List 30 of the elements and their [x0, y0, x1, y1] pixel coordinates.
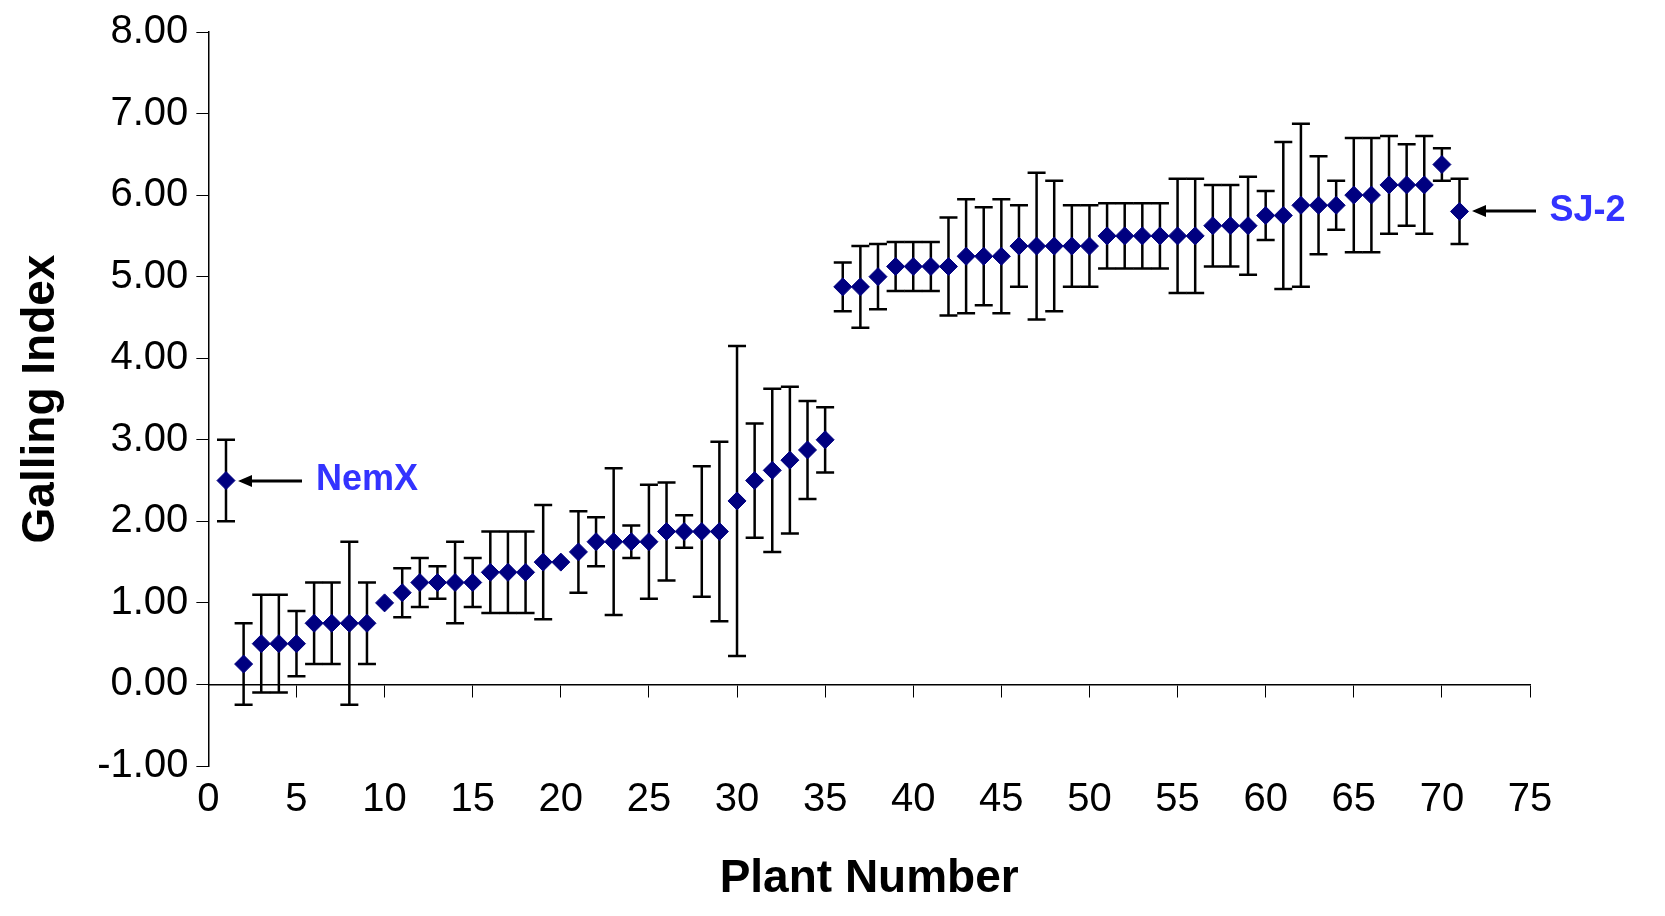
annotation: NemX	[315, 457, 419, 499]
y-tick-label: 7.00	[110, 88, 189, 133]
x-tick-label: 10	[362, 775, 407, 820]
x-tick-label: 55	[1155, 775, 1200, 820]
annotation: SJ-2	[1549, 188, 1626, 230]
y-tick-label: 5.00	[110, 251, 189, 296]
y-axis-title: Galling Index	[12, 254, 65, 544]
y-tick-label: 1.00	[110, 577, 189, 622]
y-tick-label: 4.00	[110, 333, 189, 378]
y-tick-label: 8.00	[110, 7, 189, 52]
y-tick-label: 2.00	[110, 496, 189, 541]
y-tick-label: 3.00	[110, 414, 189, 459]
x-tick-label: 60	[1243, 775, 1288, 820]
x-tick-label: 20	[538, 775, 584, 820]
x-tick-label: 65	[1331, 775, 1377, 820]
y-tick-label: 0.00	[110, 659, 189, 704]
x-tick-label: 75	[1507, 775, 1553, 820]
x-tick-label: 40	[890, 775, 936, 820]
x-tick-label: 5	[285, 775, 308, 820]
y-tick-label: -1.00	[97, 741, 189, 786]
x-tick-label: 15	[450, 775, 495, 820]
y-tick-label: 6.00	[110, 170, 189, 215]
x-tick-label: 50	[1067, 775, 1112, 820]
x-tick-label: 30	[714, 775, 760, 820]
x-tick-label: 45	[979, 775, 1024, 820]
x-tick-label: 70	[1419, 775, 1465, 820]
x-tick-label: 0	[197, 775, 220, 820]
x-tick-label: 35	[802, 775, 848, 820]
x-tick-label: 25	[626, 775, 672, 820]
x-axis-title: Plant Number	[718, 849, 1020, 904]
